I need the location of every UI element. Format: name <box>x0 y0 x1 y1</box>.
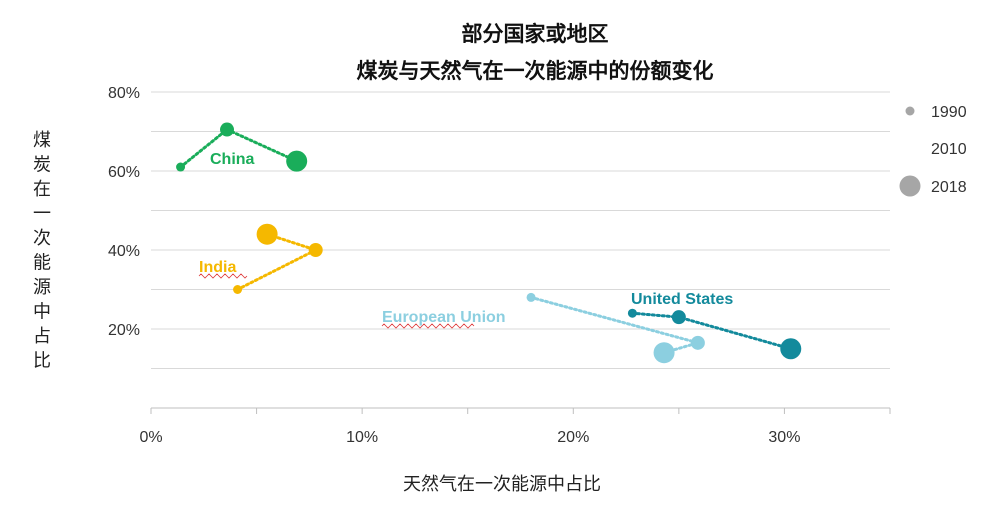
y-axis-title-char: 占 <box>33 326 51 347</box>
series-label: India <box>199 259 236 276</box>
gridlines <box>151 91 890 369</box>
series-line <box>236 232 320 291</box>
y-axis-title-char: 次 <box>33 228 51 249</box>
data-point <box>220 122 235 137</box>
series-layer: China India United States European Union <box>176 122 802 364</box>
data-point <box>526 292 536 302</box>
x-tick-label: 30% <box>768 429 800 446</box>
data-point <box>671 310 686 325</box>
data-point <box>176 162 186 172</box>
y-tick-label: 40% <box>108 243 140 260</box>
data-point <box>690 335 705 350</box>
data-point <box>286 150 308 172</box>
data-point <box>627 308 637 318</box>
series-label: China <box>210 151 255 168</box>
x-axis-title: 天然气在一次能源中占比 <box>403 474 601 495</box>
legend-marker <box>905 106 915 116</box>
y-tick-label: 20% <box>108 322 140 339</box>
legend-label: 2010 <box>931 141 967 158</box>
y-axis-title-char: 煤 <box>33 130 51 151</box>
y-tick-label: 80% <box>108 85 140 102</box>
legend-label: 1990 <box>931 104 967 121</box>
y-axis-title-char: 比 <box>33 350 51 371</box>
axes: 0% 10% 20% 30% 20% 40% 60% 80% <box>108 85 891 446</box>
legend: 1990 2010 2018 <box>899 104 967 197</box>
y-axis-title-char: 源 <box>33 277 51 298</box>
y-axis-title-char: 一 <box>33 203 51 224</box>
series-label: European Union <box>382 309 506 326</box>
data-point <box>780 338 802 360</box>
chart-title-line-2: 煤炭与天然气在一次能源中的份额变化 <box>357 58 714 83</box>
series-label: United States <box>631 291 733 308</box>
y-axis-title-char: 在 <box>33 179 51 200</box>
legend-label: 2018 <box>931 179 967 196</box>
y-axis-title-char: 炭 <box>33 154 51 175</box>
spellcheck-underline <box>198 273 248 279</box>
legend-marker <box>899 175 921 197</box>
data-point <box>233 285 243 294</box>
spellcheck-underline <box>381 323 475 329</box>
y-axis-title-char: 能 <box>33 252 51 273</box>
data-point <box>653 342 675 364</box>
chart-title-line-1: 部分国家或地区 <box>462 21 609 46</box>
data-point <box>256 223 278 245</box>
data-point <box>308 243 323 257</box>
x-tick-label: 10% <box>346 429 378 446</box>
y-axis-title-char: 中 <box>33 301 51 322</box>
x-tick-label: 0% <box>139 429 162 446</box>
y-tick-label: 60% <box>108 164 140 181</box>
x-tick-label: 20% <box>557 429 589 446</box>
